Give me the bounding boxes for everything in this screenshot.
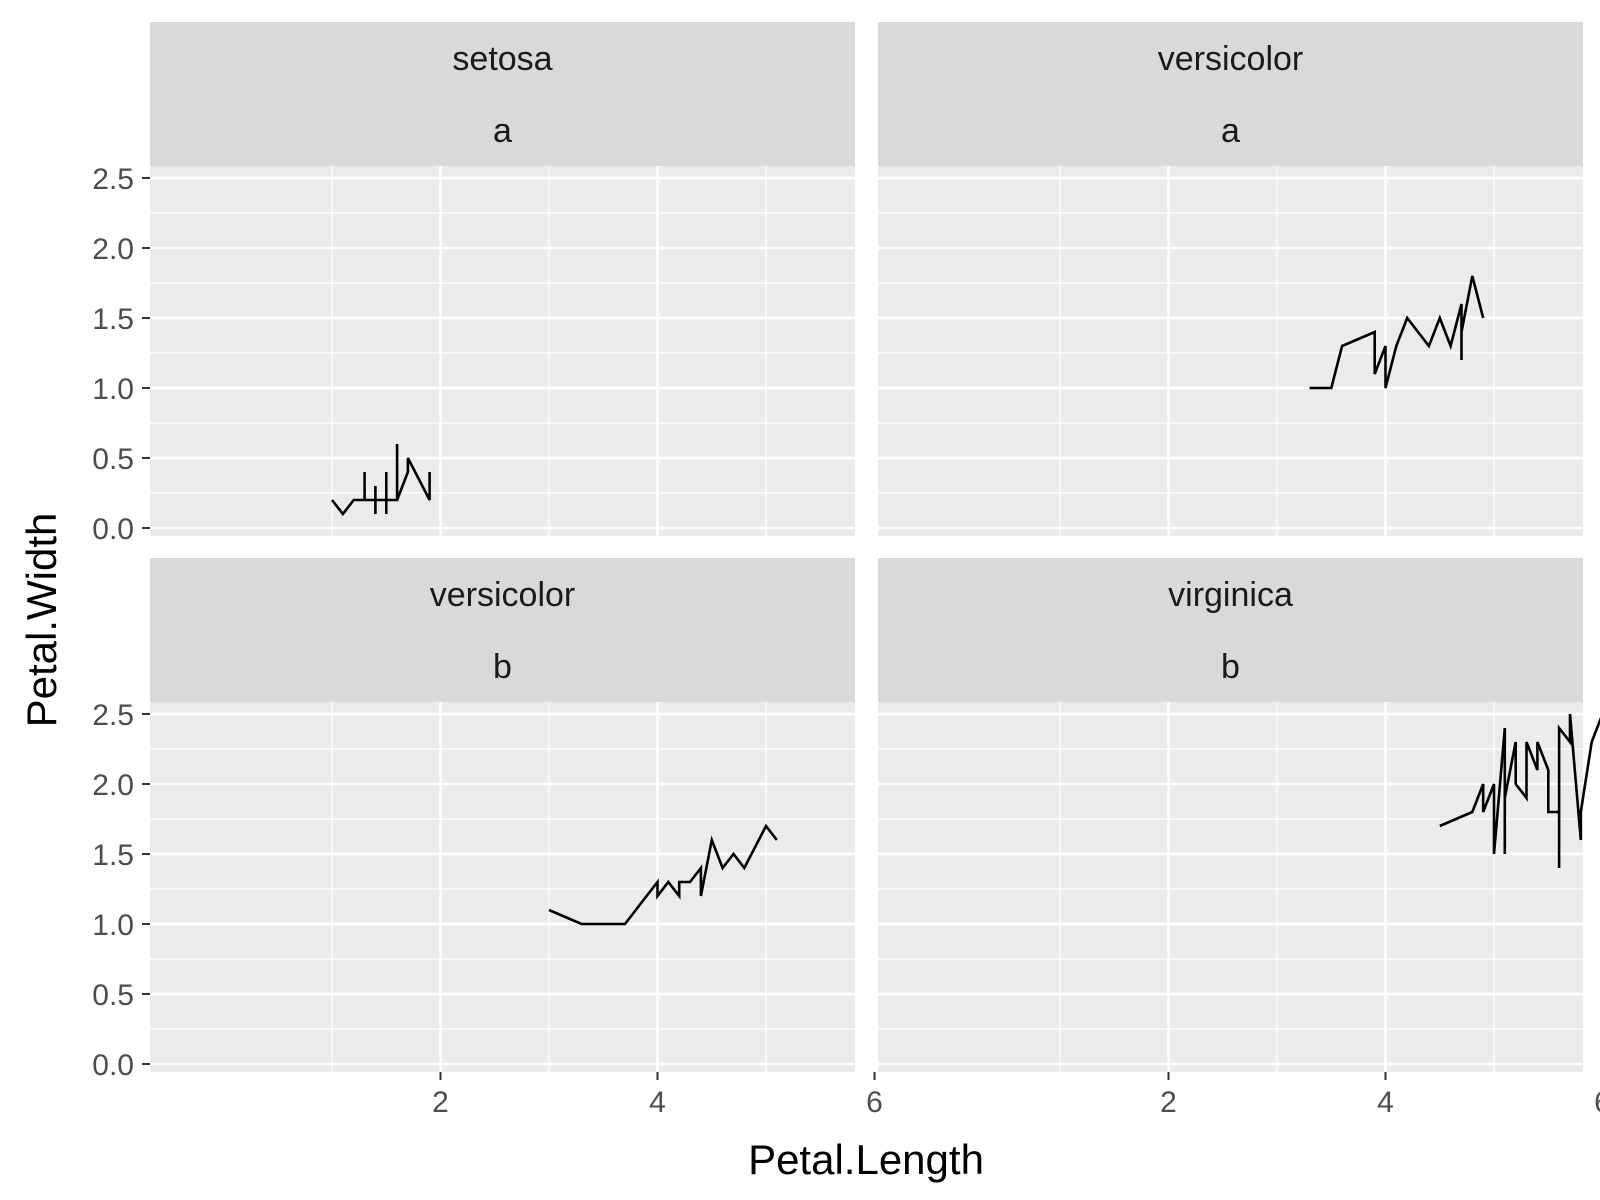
y-axes-layer: 0.0 0.5 1.0 1.5 2.0 2.5 0.0 0.5 1.0 1.5 2.0 2.5 xyxy=(92,163,150,1082)
y-tick-label: 0.5 xyxy=(92,443,134,476)
panel-area xyxy=(878,166,1583,536)
x-tick-label: 2 xyxy=(1160,1086,1177,1119)
x-tick-label: 4 xyxy=(1377,1086,1394,1119)
facet-panel: setosa a xyxy=(150,22,876,536)
y-tick-label: 1.0 xyxy=(92,373,134,406)
strip-label: a xyxy=(1221,112,1240,150)
x-tick-label: 6 xyxy=(866,1086,883,1119)
panel-area xyxy=(878,702,1583,1072)
panel-area xyxy=(150,166,855,536)
y-tick-label: 0.5 xyxy=(92,979,134,1012)
strip-label: b xyxy=(1221,648,1240,686)
panel-area xyxy=(150,702,855,1072)
y-tick-label: 2.0 xyxy=(92,233,134,266)
facet-panel: versicolor b xyxy=(150,558,876,1072)
x-tick-label: 2 xyxy=(432,1086,449,1119)
strip-label: virginica xyxy=(1168,576,1293,614)
panels-layer: setosa a versicolor a versicolor b virginica b xyxy=(150,22,1600,1072)
facet-panel: versicolor a xyxy=(878,22,1583,536)
strip-label: b xyxy=(493,648,512,686)
strip-label: versicolor xyxy=(1158,40,1303,78)
y-axis-title: Petal.Width xyxy=(18,513,65,728)
x-axes-layer: 2 4 6 2 4 6 xyxy=(432,1072,1600,1119)
series-line xyxy=(1439,713,1600,868)
facet-strip xyxy=(150,558,855,702)
strip-label: versicolor xyxy=(430,576,575,614)
y-tick-label: 2.0 xyxy=(92,769,134,802)
y-tick-label: 1.5 xyxy=(92,839,134,872)
series-line xyxy=(330,444,431,517)
facet-strip xyxy=(878,558,1583,702)
x-axis-title: Petal.Length xyxy=(748,1136,984,1183)
facet-strip xyxy=(878,22,1583,166)
y-tick-label: 0.0 xyxy=(92,513,134,546)
strip-label: a xyxy=(493,112,512,150)
y-tick-label: 2.5 xyxy=(92,699,134,732)
facet-strip xyxy=(150,22,855,166)
x-tick-label: 6 xyxy=(1594,1086,1600,1119)
facet-panel: virginica b xyxy=(878,558,1600,1072)
series-line xyxy=(1309,275,1485,390)
strip-label: setosa xyxy=(452,40,552,78)
y-tick-label: 0.0 xyxy=(92,1049,134,1082)
y-tick-label: 1.0 xyxy=(92,909,134,942)
series-line xyxy=(548,823,778,926)
y-tick-label: 2.5 xyxy=(92,163,134,196)
x-tick-label: 4 xyxy=(649,1086,666,1119)
y-tick-label: 1.5 xyxy=(92,303,134,336)
